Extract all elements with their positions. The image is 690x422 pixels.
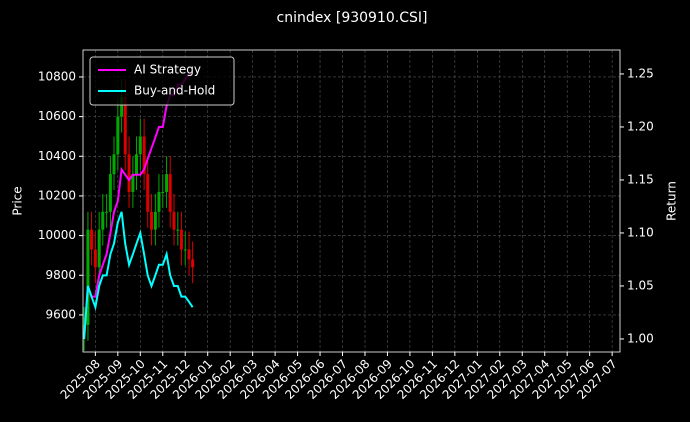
y-axis-label: Price: [11, 186, 25, 215]
legend-label: Buy-and-Hold: [134, 84, 215, 98]
candle-body: [172, 211, 176, 230]
y2-tick-label: 1.15: [627, 172, 654, 186]
candle-body: [123, 96, 127, 155]
candle-body: [116, 116, 120, 155]
y-tick-label: 10800: [38, 69, 76, 83]
candle-body: [176, 229, 180, 231]
candle-body: [105, 211, 109, 213]
candle-body: [165, 174, 169, 192]
plot-frame: [82, 49, 621, 353]
candle-body: [179, 229, 183, 250]
candle-body: [150, 211, 154, 230]
candle-body: [187, 249, 191, 260]
candle-body: [146, 174, 150, 212]
candle-body: [131, 174, 135, 192]
candle-body: [90, 229, 94, 250]
series-line: [83, 211, 194, 340]
candle-body: [127, 154, 131, 192]
candle-body: [138, 136, 142, 155]
y-tick-label: 9800: [45, 268, 76, 282]
candle-body: [153, 211, 157, 230]
candle-body: [93, 249, 97, 268]
y2-axis-label: Return: [665, 181, 679, 221]
candle-body: [112, 154, 116, 175]
y-tick-label: 9600: [45, 307, 76, 321]
legend-label: AI Strategy: [134, 63, 201, 77]
y2-tick-label: 1.25: [627, 66, 654, 80]
candle-body: [183, 249, 187, 251]
candle-body: [97, 229, 101, 268]
candle-body: [120, 96, 124, 117]
y2-tick-label: 1.10: [627, 225, 654, 239]
candle-body: [168, 174, 172, 212]
candle-body: [108, 174, 112, 212]
y-tick-label: 10600: [38, 109, 76, 123]
candle-body: [86, 229, 90, 325]
y-tick-label: 10400: [38, 149, 76, 163]
y2-tick-label: 1.00: [627, 331, 654, 345]
candle-body: [142, 136, 146, 175]
legend: AI Strategy Buy-and-Hold: [89, 56, 235, 106]
candle-body: [191, 259, 195, 268]
candle-body: [134, 154, 138, 175]
candle-body: [161, 191, 165, 193]
y-tick-label: 10200: [38, 188, 76, 202]
candle-body: [157, 191, 161, 212]
y2-tick-label: 1.05: [627, 278, 654, 292]
candle-body: [101, 211, 105, 230]
y2-tick-label: 1.20: [627, 119, 654, 133]
chart-title: cnindex [930910.CSI]: [277, 10, 428, 26]
y-tick-label: 10000: [38, 228, 76, 242]
